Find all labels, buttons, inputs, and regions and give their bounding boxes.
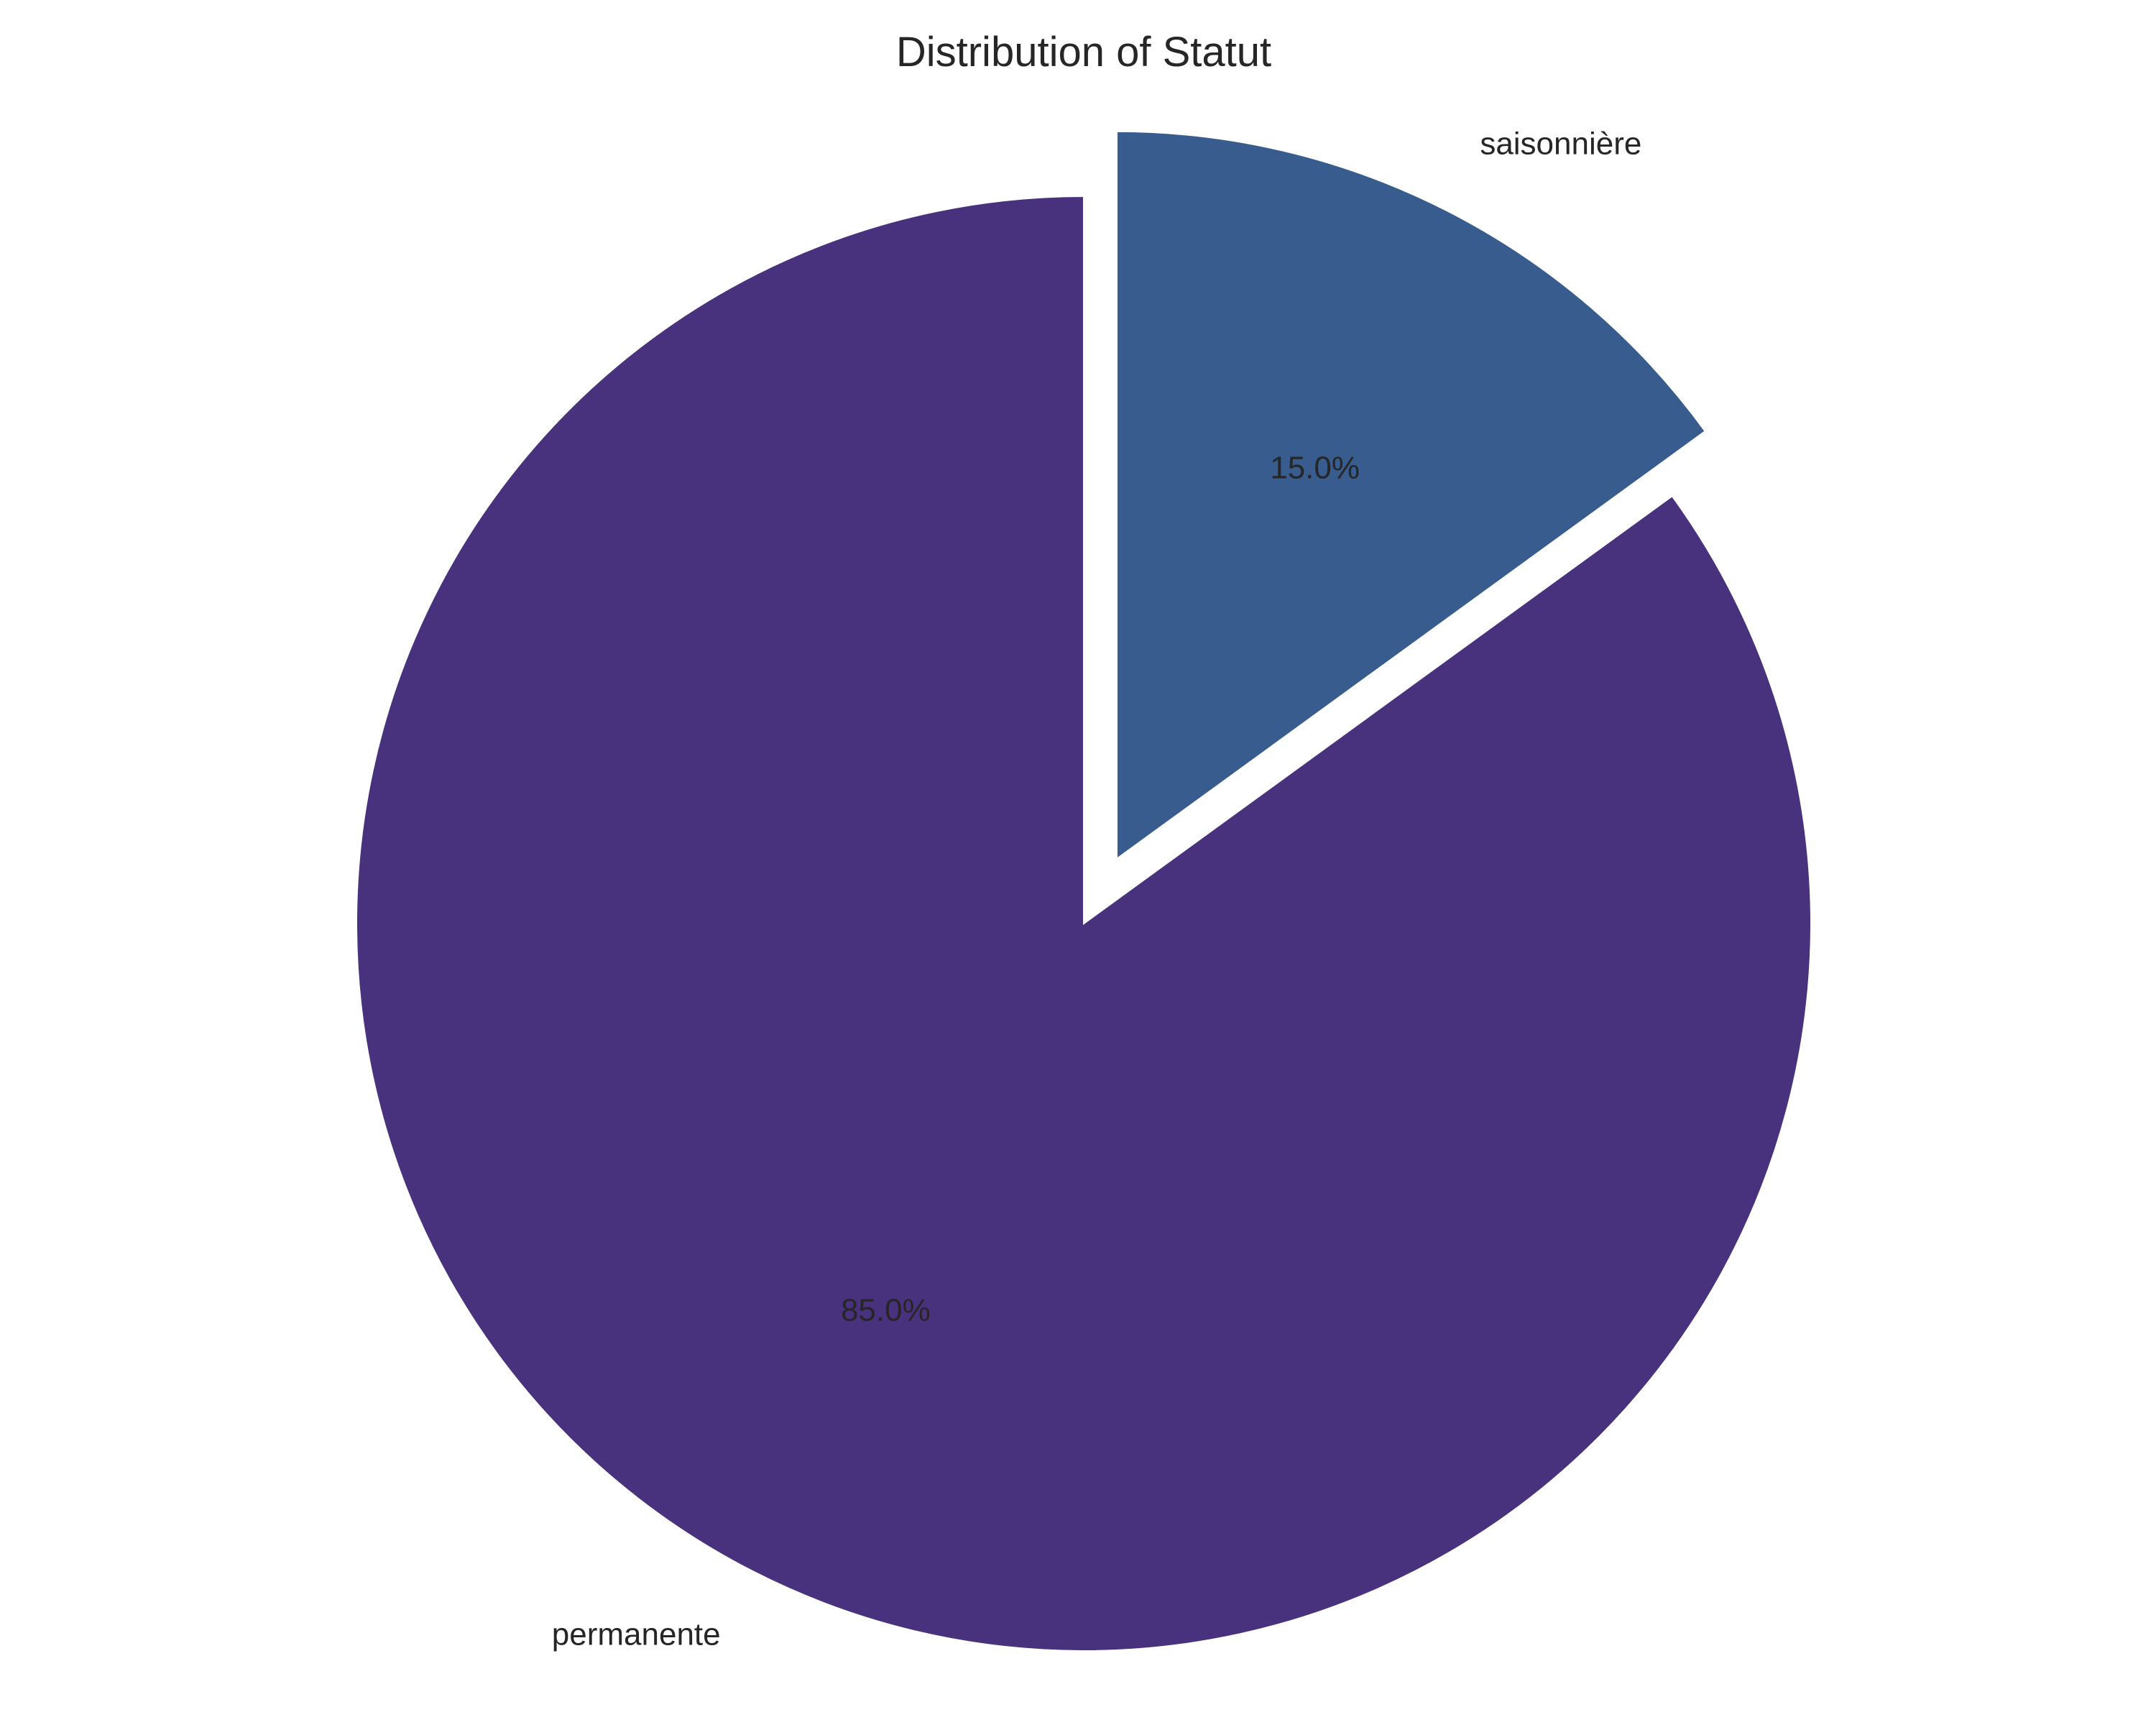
- chart-title: Distribution of Statut: [896, 29, 1271, 75]
- pie-slice-saisonnière: [1115, 130, 1707, 860]
- pie-slices: [356, 130, 1812, 1652]
- pie-labels: permanente 85.0% saisonnière 15.0%: [552, 126, 1642, 1652]
- slice-label: permanente: [552, 1616, 721, 1652]
- pie-slice-permanente: [356, 195, 1812, 1652]
- slice-percent-label: 85.0%: [841, 1293, 931, 1328]
- slice-label: saisonnière: [1480, 126, 1641, 162]
- slice-percent-label: 15.0%: [1270, 450, 1360, 485]
